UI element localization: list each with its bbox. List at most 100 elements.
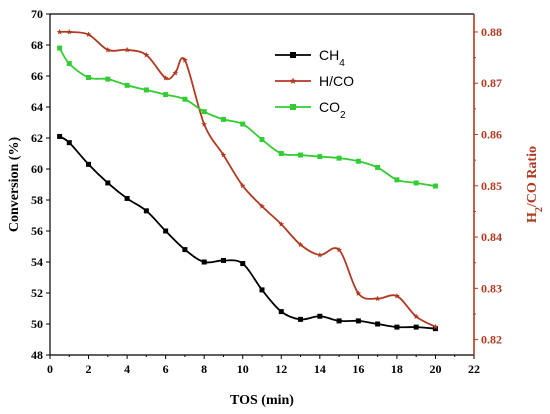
data-point bbox=[57, 45, 63, 51]
legend-marker bbox=[289, 77, 297, 84]
legend-label: CH4 bbox=[319, 47, 345, 69]
data-point bbox=[104, 46, 111, 53]
data-point bbox=[201, 121, 208, 127]
data-point bbox=[355, 158, 361, 164]
y-right-tick-label: 0.82 bbox=[481, 333, 502, 347]
data-point bbox=[143, 87, 149, 93]
data-point bbox=[143, 208, 149, 214]
x-tick-label: 4 bbox=[124, 362, 130, 376]
data-point bbox=[336, 155, 342, 161]
data-point bbox=[432, 183, 438, 189]
data-point bbox=[105, 76, 111, 82]
data-point bbox=[413, 324, 419, 330]
data-point bbox=[66, 28, 73, 35]
data-point bbox=[278, 221, 285, 227]
data-point bbox=[172, 69, 179, 76]
series-ch4 bbox=[57, 133, 438, 332]
data-point bbox=[220, 257, 226, 263]
data-point bbox=[374, 295, 381, 302]
x-tick-label: 10 bbox=[237, 362, 249, 376]
y-left-tick-label: 66 bbox=[31, 69, 43, 83]
y-left-tick-label: 48 bbox=[31, 348, 43, 362]
legend-marker bbox=[290, 52, 296, 58]
data-point bbox=[182, 96, 188, 102]
legend-label: CO2 bbox=[319, 99, 346, 121]
data-point bbox=[298, 316, 304, 322]
data-point bbox=[317, 154, 323, 160]
data-point bbox=[394, 177, 400, 183]
y-right-tick-label: 0.87 bbox=[481, 76, 502, 90]
x-tick-label: 0 bbox=[47, 362, 53, 376]
series-co2 bbox=[57, 45, 438, 189]
data-point bbox=[182, 247, 188, 253]
x-tick-label: 2 bbox=[86, 362, 92, 376]
y-right-tick-label: 0.88 bbox=[481, 25, 502, 39]
data-point bbox=[201, 109, 207, 115]
data-point bbox=[162, 75, 169, 81]
data-point bbox=[163, 228, 169, 234]
y-left-tick-label: 64 bbox=[31, 100, 43, 114]
data-point bbox=[86, 161, 92, 167]
y-left-tick-label: 68 bbox=[31, 38, 43, 52]
x-tick-label: 16 bbox=[352, 362, 364, 376]
x-tick-label: 20 bbox=[429, 362, 441, 376]
data-point bbox=[375, 164, 381, 170]
data-point bbox=[86, 75, 92, 81]
data-point bbox=[355, 318, 361, 324]
data-point bbox=[336, 246, 342, 253]
legend: CH4 H/CO CO2 bbox=[275, 47, 354, 121]
data-point bbox=[278, 309, 284, 315]
data-point bbox=[355, 290, 362, 296]
x-tick-label: 22 bbox=[468, 362, 480, 376]
plot-frame bbox=[49, 13, 475, 356]
y-left-tick-label: 58 bbox=[31, 193, 43, 207]
data-point bbox=[143, 52, 150, 58]
legend-item: H/CO bbox=[275, 73, 354, 89]
series-line bbox=[59, 30, 436, 328]
data-point bbox=[163, 92, 169, 98]
data-point bbox=[201, 259, 207, 265]
y-left-axis-title: Conversion (%) bbox=[7, 137, 22, 233]
x-tick-label: 18 bbox=[391, 362, 403, 376]
data-point bbox=[317, 313, 323, 319]
data-point bbox=[316, 252, 323, 258]
y-left-tick-label: 70 bbox=[31, 7, 43, 21]
data-point bbox=[57, 133, 63, 139]
x-tick-label: 8 bbox=[201, 362, 207, 376]
data-point bbox=[394, 293, 400, 299]
data-point bbox=[56, 28, 63, 35]
y-left-tick-label: 60 bbox=[31, 162, 43, 176]
series-layer bbox=[56, 28, 439, 332]
y-right-tick-label: 0.86 bbox=[481, 128, 502, 142]
data-point bbox=[220, 152, 227, 158]
x-tick-label: 6 bbox=[163, 362, 169, 376]
series-hco bbox=[56, 28, 439, 330]
data-point bbox=[413, 180, 419, 186]
data-point bbox=[375, 321, 381, 327]
y-left-tick-label: 50 bbox=[31, 317, 43, 331]
y-right-tick-label: 0.83 bbox=[481, 281, 502, 295]
data-point bbox=[432, 326, 438, 332]
data-point bbox=[239, 182, 246, 189]
data-point bbox=[182, 57, 188, 63]
data-point bbox=[124, 46, 130, 53]
legend-marker bbox=[290, 104, 296, 110]
data-point bbox=[297, 241, 304, 248]
y-left-tick-label: 62 bbox=[31, 131, 43, 145]
data-point bbox=[394, 324, 400, 330]
data-point bbox=[124, 82, 130, 88]
y-right-tick-label: 0.85 bbox=[481, 179, 502, 193]
x-axis-title: TOS (min) bbox=[230, 393, 294, 408]
y-left-tick-label: 56 bbox=[31, 224, 43, 238]
y-right-axis-title: H2/CO Ratio bbox=[525, 146, 545, 223]
legend-item: CO2 bbox=[275, 99, 346, 121]
x-tick-label: 12 bbox=[275, 362, 287, 376]
data-point bbox=[66, 140, 72, 146]
data-point bbox=[66, 61, 72, 67]
data-point bbox=[413, 313, 420, 319]
y-left-tick-label: 54 bbox=[31, 255, 43, 269]
data-point bbox=[240, 121, 246, 127]
y-left-tick-label: 52 bbox=[31, 286, 43, 300]
